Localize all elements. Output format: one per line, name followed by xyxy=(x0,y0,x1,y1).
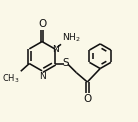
Text: O: O xyxy=(38,19,46,29)
Text: NH$_2$: NH$_2$ xyxy=(62,31,80,44)
Text: N: N xyxy=(39,72,46,81)
Text: CH$_3$: CH$_3$ xyxy=(2,72,19,85)
Text: O: O xyxy=(83,94,91,104)
Text: N: N xyxy=(53,45,59,54)
Text: S: S xyxy=(62,58,69,68)
